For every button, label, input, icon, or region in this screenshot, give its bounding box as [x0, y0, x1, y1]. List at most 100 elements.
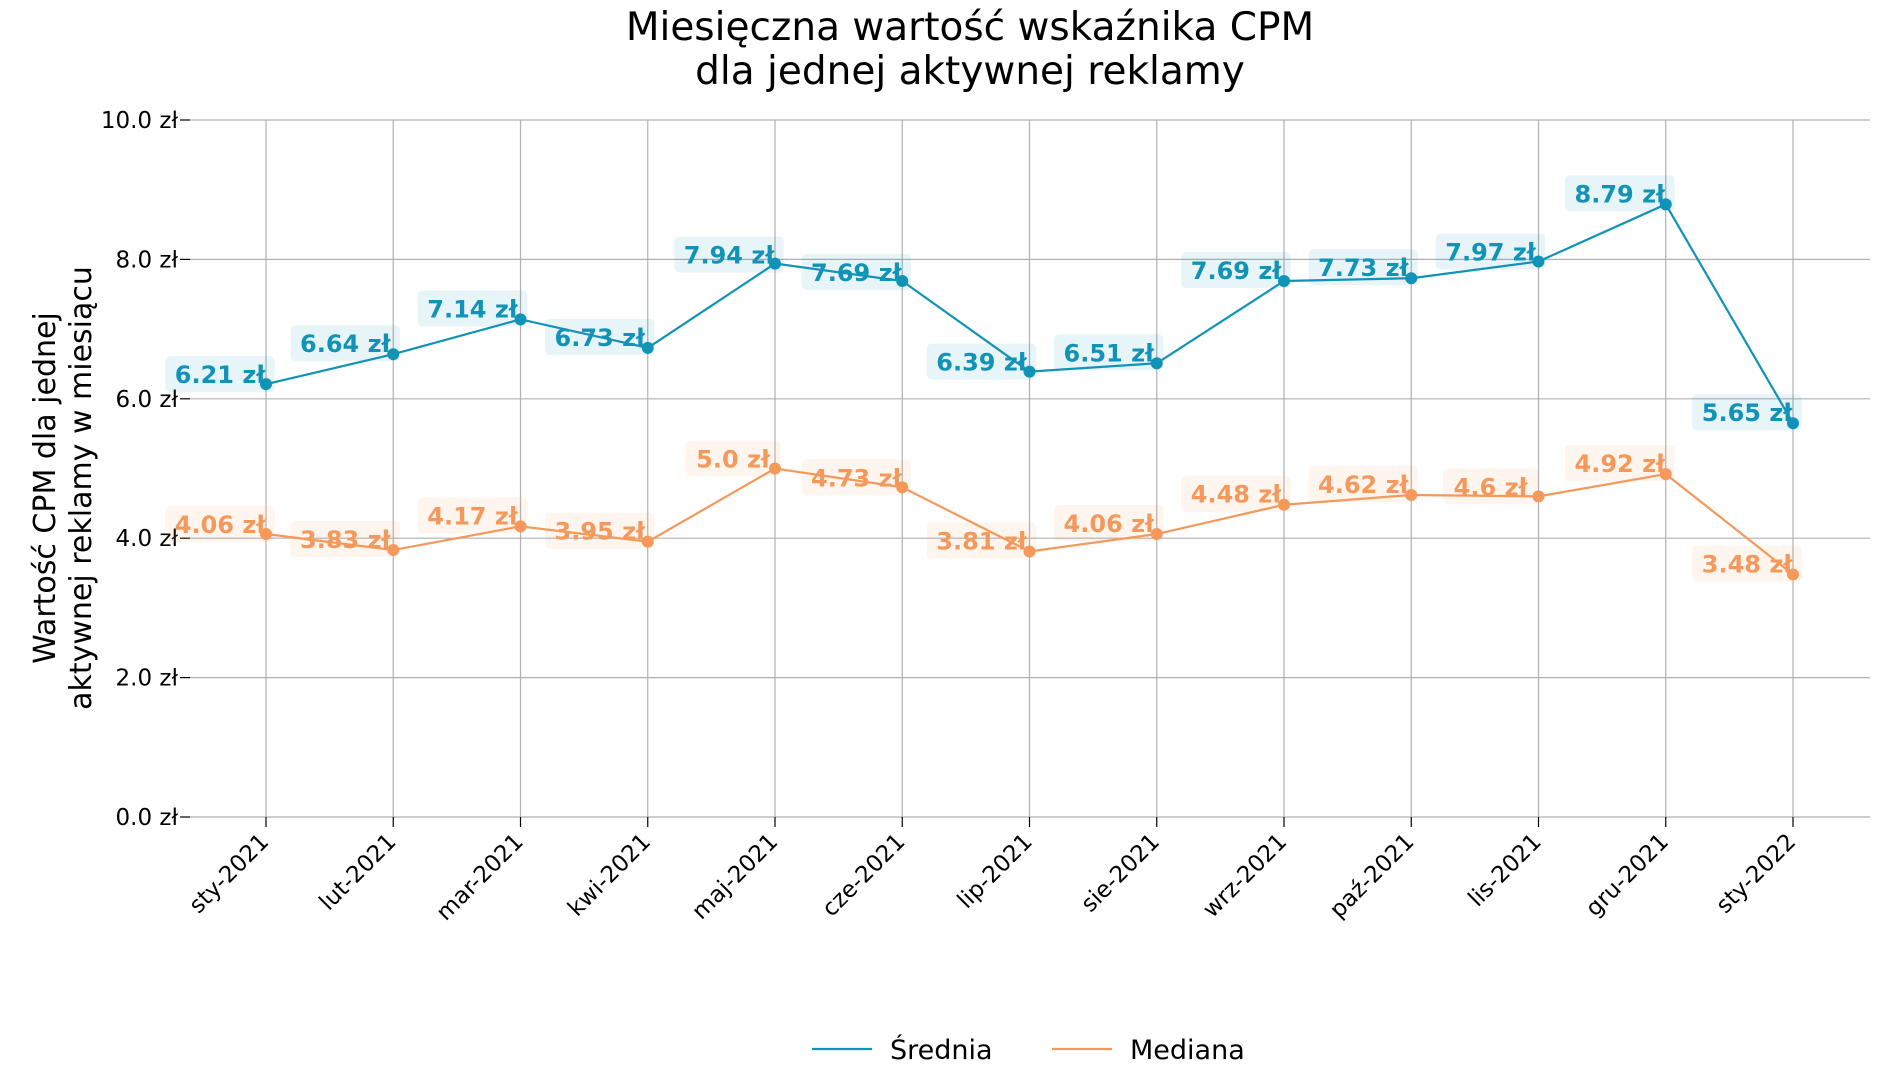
- series-mediana: 4.06 zł 3.83 zł 4.17 zł 3.95 zł 5.0 zł 4.73 z…: [165, 440, 1802, 582]
- data-label-box: [1442, 468, 1539, 505]
- x-tick-label: lip-2021: [953, 829, 1038, 914]
- data-label: 5.65 zł: [1702, 399, 1794, 427]
- data-label: 7.69 zł: [811, 259, 903, 287]
- chart-title-line-2: dla jednej aktywnej reklamy: [695, 49, 1245, 94]
- series-srednia: 6.21 zł 6.64 zł 7.14 zł 6.73 zł 7.94 zł 7.69 …: [165, 175, 1802, 431]
- data-label: 3.81 zł: [936, 527, 1028, 555]
- data-label: 7.14 zł: [427, 295, 519, 323]
- data-point: [260, 378, 272, 391]
- x-tick-label: lis-2021: [1464, 829, 1547, 912]
- data-point: [387, 348, 400, 361]
- y-tick-label: 2.0 zł: [116, 666, 179, 692]
- data-label: 4.48 zł: [1191, 481, 1283, 509]
- y-axis-label-line-1: Wartość CPM dla jednej: [28, 312, 63, 664]
- data-label: 6.21 zł: [175, 361, 267, 389]
- legend: Średnia Mediana: [812, 1034, 1245, 1066]
- data-point: [1659, 468, 1672, 481]
- data-label: 4.73 zł: [811, 464, 903, 492]
- data-label-box: [417, 497, 528, 534]
- data-label-box: [801, 254, 911, 291]
- data-point: [1659, 198, 1672, 211]
- data-point: [1405, 272, 1418, 285]
- y-axis: 0.0 zł 2.0 zł 4.0 zł 6.0 zł 8.0 zł 10.0 zł: [101, 108, 190, 831]
- data-label: 3.83 zł: [300, 526, 392, 554]
- data-point: [1023, 365, 1036, 378]
- legend-label: Mediana: [1130, 1035, 1245, 1066]
- data-label-box: [1181, 252, 1291, 289]
- data-label: 4.06 zł: [1064, 510, 1156, 538]
- data-label: 3.48 zł: [1702, 550, 1794, 578]
- x-tick-label: paź-2021: [1325, 829, 1419, 923]
- chart-title: Miesięczna wartość wskaźnika CPM dla jed…: [626, 5, 1314, 94]
- data-point: [260, 528, 272, 541]
- x-tick-label: cze-2021: [817, 829, 910, 922]
- data-label-box: [290, 325, 400, 362]
- data-label-box: [926, 522, 1037, 559]
- data-label-box: [1565, 175, 1675, 212]
- data-point: [1405, 488, 1418, 501]
- x-tick-label: mar-2021: [432, 829, 529, 926]
- data-label: 6.39 zł: [936, 349, 1028, 377]
- data-label-box: [1054, 505, 1164, 542]
- data-point: [1150, 528, 1163, 541]
- legend-label: Średnia: [890, 1034, 993, 1066]
- data-label-box: [1565, 445, 1675, 482]
- data-label-box: [1435, 233, 1546, 270]
- data-label: 7.97 zł: [1445, 238, 1537, 266]
- x-tick-label: kwi-2021: [563, 829, 656, 922]
- data-point: [641, 535, 654, 548]
- data-label-box: [1692, 545, 1802, 582]
- y-tick-label: 10.0 zł: [101, 108, 179, 134]
- data-label-box: [165, 356, 275, 393]
- data-label-box: [1181, 475, 1291, 512]
- data-label: 5.0 zł: [696, 446, 771, 474]
- y-tick-label: 0.0 zł: [116, 805, 179, 831]
- data-label: 6.73 zł: [555, 324, 647, 352]
- data-point: [641, 341, 654, 354]
- data-point: [514, 313, 527, 326]
- data-label-box: [545, 512, 655, 549]
- data-label-box: [417, 290, 528, 327]
- y-axis-label-line-2: aktywnej reklamy w miesiącu: [64, 266, 99, 710]
- legend-item-srednia: Średnia: [812, 1034, 993, 1066]
- chart-title-line-1: Miesięczna wartość wskaźnika CPM: [626, 5, 1314, 50]
- plot-series: 6.21 zł 6.64 zł 7.14 zł 6.73 zł 7.94 zł 7.69 …: [165, 175, 1802, 582]
- data-point: [514, 520, 527, 533]
- data-label: 4.62 zł: [1318, 471, 1410, 499]
- data-label: 8.79 zł: [1575, 180, 1667, 208]
- data-label: 7.94 zł: [684, 242, 776, 270]
- y-tick-label: 8.0 zł: [116, 247, 179, 273]
- data-label-box: [1692, 394, 1802, 431]
- data-label: 4.06 zł: [175, 511, 267, 539]
- data-label-box: [1308, 249, 1418, 286]
- data-label: 7.69 zł: [1191, 257, 1283, 285]
- data-label: 7.73 zł: [1318, 254, 1410, 282]
- legend-item-mediana: Mediana: [1052, 1035, 1245, 1066]
- x-tick-label: gru-2021: [1581, 829, 1674, 922]
- data-label-box: [674, 236, 784, 273]
- y-tick-label: 6.0 zł: [116, 387, 179, 413]
- data-label-box: [1054, 334, 1164, 371]
- data-point: [1023, 545, 1036, 558]
- data-label: 4.6 zł: [1454, 473, 1529, 501]
- y-tick-label: 4.0 zł: [116, 526, 179, 552]
- x-tick-label: maj-2021: [687, 829, 783, 925]
- data-label-box: [290, 521, 400, 558]
- data-point: [896, 481, 909, 494]
- data-point: [896, 275, 909, 288]
- data-label: 3.95 zł: [555, 518, 647, 546]
- data-point: [1278, 275, 1290, 288]
- data-label-box: [165, 506, 275, 543]
- data-point: [1150, 357, 1163, 370]
- data-label-box: [685, 440, 781, 477]
- data-label: 4.92 zł: [1575, 450, 1667, 478]
- data-label: 6.64 zł: [300, 330, 392, 358]
- y-axis-label: Wartość CPM dla jednej aktywnej reklamy …: [28, 266, 99, 710]
- data-point: [769, 257, 781, 270]
- data-label-box: [801, 459, 911, 496]
- data-point: [769, 462, 781, 475]
- data-point: [1532, 255, 1545, 268]
- data-point: [1787, 568, 1799, 581]
- data-point: [1532, 490, 1545, 503]
